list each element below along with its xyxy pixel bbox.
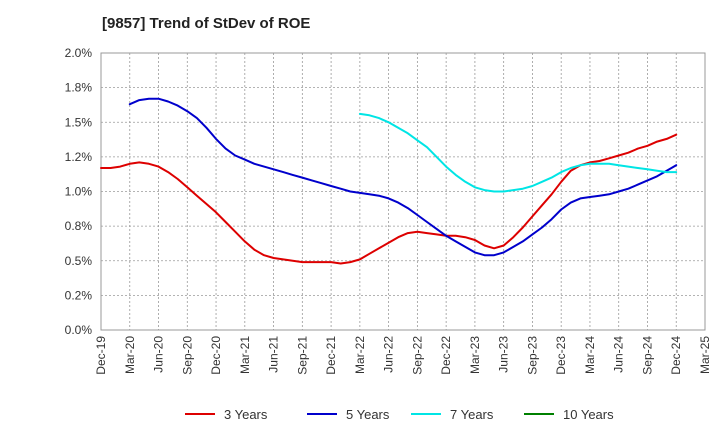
x-tick-label: Jun-20 xyxy=(152,336,166,373)
y-tick-label: 0.2% xyxy=(65,288,93,302)
legend: 3 Years 5 Years 7 Years 10 Years xyxy=(185,407,614,422)
series-line-7-years xyxy=(358,112,678,193)
y-tick-label: 2.0% xyxy=(65,46,93,60)
series-line-5-years xyxy=(128,97,678,257)
grid xyxy=(100,52,706,331)
y-tick-label: 1.2% xyxy=(65,150,93,164)
x-tick-label: Sep-22 xyxy=(410,336,424,375)
x-tick-label: Dec-24 xyxy=(669,336,683,375)
y-tick-label: 1.8% xyxy=(65,81,93,95)
x-tick-label: Mar-21 xyxy=(238,336,252,374)
y-tick-label: 0.8% xyxy=(65,219,93,233)
x-tick-label: Sep-23 xyxy=(525,336,539,375)
x-tick-label: Mar-23 xyxy=(468,336,482,374)
x-tick-label: Jun-21 xyxy=(267,336,281,373)
x-tick-label: Sep-24 xyxy=(640,336,654,375)
x-tick-label: Dec-20 xyxy=(209,336,223,375)
x-tick-label: Dec-23 xyxy=(554,336,568,375)
x-tick-label: Mar-22 xyxy=(353,336,367,374)
chart-title: [9857] Trend of StDev of ROE xyxy=(102,15,311,32)
legend-label-7-years: 7 Years xyxy=(450,407,494,422)
y-tick-label: 1.0% xyxy=(65,185,93,199)
x-tick-label: Jun-22 xyxy=(382,336,396,373)
x-tick-label: Jun-24 xyxy=(612,336,626,373)
y-tick-label: 1.5% xyxy=(65,115,93,129)
x-tick-label: Dec-22 xyxy=(439,336,453,375)
legend-label-10-years: 10 Years xyxy=(563,407,614,422)
x-tick-label: Sep-20 xyxy=(180,336,194,375)
x-tick-label: Dec-21 xyxy=(324,336,338,375)
x-tick-label: Mar-24 xyxy=(583,336,597,374)
x-tick-label: Jun-23 xyxy=(497,336,511,373)
x-tick-label: Dec-19 xyxy=(94,336,108,375)
legend-label-3-years: 3 Years xyxy=(224,407,268,422)
x-tick-label: Mar-20 xyxy=(123,336,137,374)
legend-label-5-years: 5 Years xyxy=(346,407,390,422)
series-lines xyxy=(100,97,678,265)
y-tick-label: 0.5% xyxy=(65,254,93,268)
x-tick-label: Sep-21 xyxy=(295,336,309,375)
x-tick-label: Mar-25 xyxy=(698,336,712,374)
axes: Dec-19 Mar-20 Jun-20 Sep-20 Dec-20 Mar-21 Jun-… xyxy=(65,46,712,375)
y-tick-label: 0.0% xyxy=(65,323,93,337)
